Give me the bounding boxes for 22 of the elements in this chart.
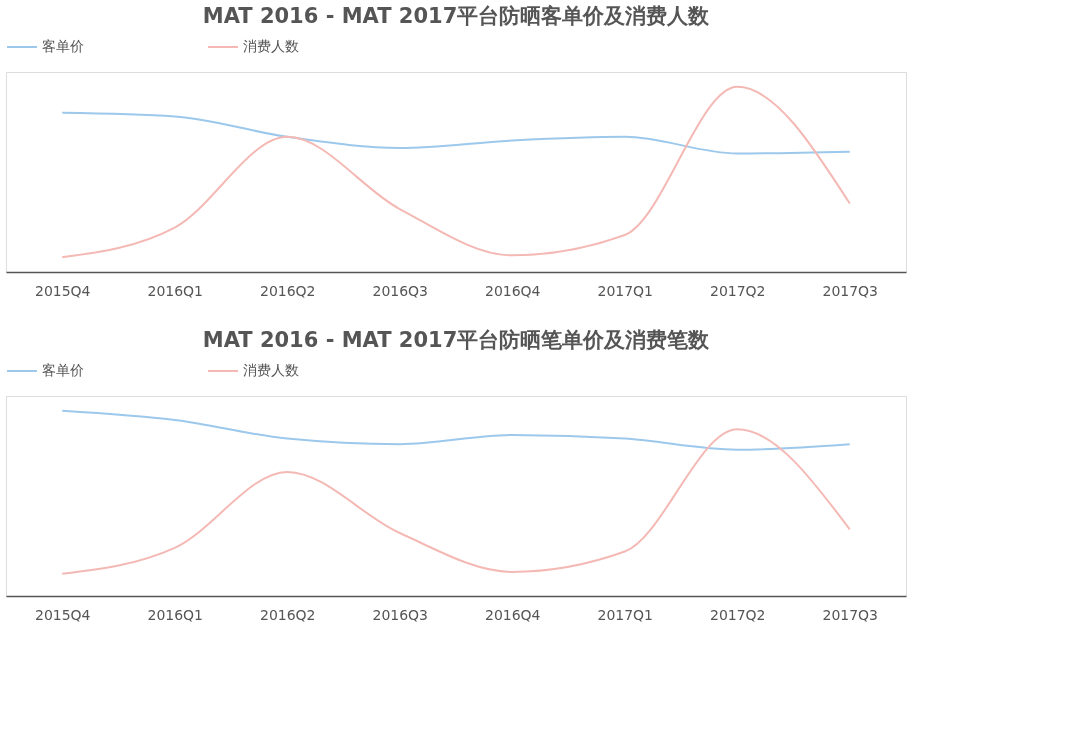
legend-label: 消费人数 — [243, 38, 299, 54]
legend-label: 消费人数 — [243, 362, 299, 378]
x-tick-label: 2017Q3 — [822, 606, 879, 623]
x-tick-label: 2017Q2 — [709, 606, 766, 623]
chart-title: MAT 2016 - MAT 2017平台防晒客单价及消费人数 — [202, 4, 711, 28]
x-tick-label: 2017Q1 — [597, 606, 654, 623]
legend-label: 客单价 — [42, 38, 84, 54]
x-tick-label: 2017Q3 — [822, 282, 879, 299]
x-tick-label: 2016Q3 — [372, 282, 429, 299]
x-tick-label: 2016Q3 — [372, 606, 429, 623]
x-tick-label: 2016Q4 — [484, 606, 541, 623]
x-tick-label: 2016Q1 — [147, 606, 204, 623]
x-tick-label: 2015Q4 — [34, 606, 91, 623]
x-tick-label: 2015Q4 — [34, 282, 91, 299]
x-tick-label: 2016Q2 — [259, 282, 316, 299]
x-tick-label: 2016Q4 — [484, 282, 541, 299]
chart-title: MAT 2016 - MAT 2017平台防晒笔单价及消费笔数 — [202, 328, 711, 352]
legend-label: 客单价 — [42, 362, 84, 378]
x-tick-label: 2017Q2 — [709, 282, 766, 299]
x-tick-label: 2016Q2 — [259, 606, 316, 623]
x-tick-label: 2016Q1 — [147, 282, 204, 299]
x-tick-label: 2017Q1 — [597, 282, 654, 299]
